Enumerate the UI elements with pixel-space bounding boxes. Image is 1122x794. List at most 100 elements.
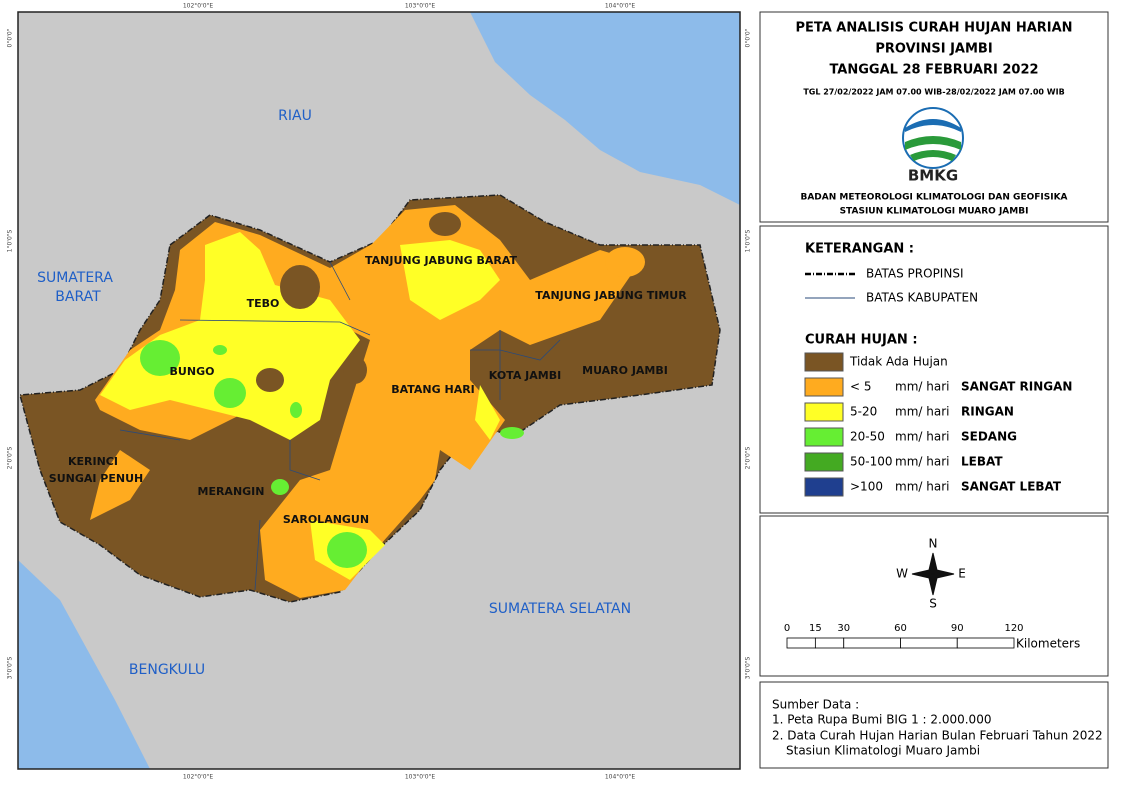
scale-tick-label: 120	[1004, 623, 1023, 634]
latitude-label: 3°0'0"S	[745, 656, 752, 679]
rain-area	[290, 402, 302, 418]
province-label: BARAT	[55, 289, 101, 305]
legend-unit: mm/ hari	[895, 405, 949, 419]
scale-tick-label: 0	[784, 623, 790, 634]
compass	[911, 552, 955, 596]
regency-label: MUARO JAMBI	[582, 364, 668, 377]
rain-area	[213, 345, 227, 355]
province-label: RIAU	[278, 108, 312, 124]
province-label: SUMATERA SELATAN	[489, 601, 631, 617]
scale-segment	[843, 637, 901, 649]
legend-label: 5-20	[850, 405, 877, 419]
scale-tick-label: 90	[951, 623, 964, 634]
legend-label: Tidak Ada Hujan	[849, 355, 948, 369]
legend-heading: KETERANGAN :	[805, 242, 914, 257]
rain-area	[100, 232, 360, 440]
province-label: BENGKULU	[129, 662, 205, 678]
rain-area	[140, 340, 180, 376]
legend-category: SANGAT LEBAT	[961, 480, 1062, 494]
regency-label: BATANG HARI	[391, 383, 475, 396]
latitude-label: 2°0'0"S	[7, 446, 14, 469]
sea	[470, 12, 740, 205]
sources: 1. Peta Rupa Bumi BIG 1 : 2.000.000	[772, 713, 991, 727]
compass-label: E	[958, 567, 966, 581]
coordinates: 102°0'0"E 102°0'0"E 103°0'0"E 103°0'0"E 104°…	[7, 3, 752, 781]
sources-box	[759, 681, 1109, 769]
latitude-label: 0°0'0"	[7, 28, 14, 47]
sea	[18, 560, 150, 769]
title: PETA ANALISIS CURAH HUJAN HARIAN	[795, 21, 1072, 36]
regency-label: SAROLANGUN	[283, 513, 369, 526]
map-area: RIAU SUMATERA SUMATERA SELATAN BENGKULU …	[18, 12, 740, 769]
legend-category: RINGAN	[961, 405, 1014, 419]
legend-items: Tidak Ada Hujan < 5 mm/ hari SANGAT RINGAN 5…	[804, 352, 1072, 497]
regency-label: KERINCI	[68, 455, 118, 468]
rain-area	[343, 356, 367, 384]
logo-text: BMKG	[908, 167, 958, 185]
scale-tick-label: 60	[894, 623, 907, 634]
latitude-label: 1°0'0"S	[7, 229, 14, 252]
compass-box	[759, 515, 1109, 677]
legend-swatch	[804, 352, 844, 372]
legend-swatch	[804, 427, 844, 447]
regency-label: TANJUNG JABUNG TIMUR	[535, 289, 687, 302]
legend-category: SANGAT RINGAN	[961, 380, 1072, 394]
scale-unit: Kilometers	[1016, 637, 1080, 651]
sources: Stasiun Klimatologi Muaro Jambi	[786, 744, 980, 758]
compass-label: N	[929, 537, 938, 551]
scale-segment	[786, 637, 816, 649]
longitude-label: 102°0'0"E	[183, 774, 213, 781]
rain-area	[327, 532, 367, 568]
scale-segment	[956, 637, 1015, 649]
latitude-label: 1°0'0"S	[745, 229, 752, 252]
organization: BADAN METEOROLOGI KLIMATOLOGI DAN GEOFIS…	[800, 193, 1067, 203]
legend-unit: mm/ hari	[895, 430, 949, 444]
compass-label: S	[929, 597, 937, 611]
latitude-label: 2°0'0"S	[745, 446, 752, 469]
legend-unit: mm/ hari	[895, 380, 949, 394]
legend-unit: mm/ hari	[895, 480, 949, 494]
rain-area	[475, 385, 500, 440]
organization: STASIUN KLIMATOLOGI MUARO JAMBI	[840, 207, 1029, 217]
rain-area	[271, 479, 289, 495]
regency-label: KOTA JAMBI	[489, 369, 561, 382]
longitude-label: 103°0'0"E	[405, 774, 435, 781]
regency-label: SUNGAI PENUH	[49, 472, 143, 485]
legend-label: 50-100	[850, 455, 893, 469]
regency-label: TANJUNG JABUNG BARAT	[365, 254, 517, 267]
longitude-label: 102°0'0"E	[183, 3, 213, 10]
latitude-label: 0°0'0"	[745, 28, 752, 47]
legend-category: SEDANG	[961, 430, 1017, 444]
title: PROVINSI JAMBI	[875, 42, 992, 57]
rain-area	[605, 247, 645, 277]
rain-area	[90, 450, 150, 520]
longitude-label: 103°0'0"E	[405, 3, 435, 10]
scale-segment	[814, 637, 845, 649]
scale-tick-label: 15	[809, 623, 822, 634]
regency-label: MERANGIN	[198, 485, 265, 498]
legend-swatch	[804, 377, 844, 397]
compass-label: W	[896, 567, 908, 581]
legend-category: LEBAT	[961, 455, 1003, 469]
regency-label: TEBO	[247, 297, 280, 310]
legend-heading: CURAH HUJAN :	[805, 333, 918, 348]
title: TANGGAL 28 FEBRUARI 2022	[829, 63, 1038, 78]
legend-swatch	[804, 402, 844, 422]
longitude-label: 104°0'0"E	[605, 3, 635, 10]
sources: 2. Data Curah Hujan Harian Bulan Februar…	[772, 729, 1103, 743]
logo	[902, 107, 964, 169]
rain-area	[400, 240, 500, 320]
legend-swatch	[804, 452, 844, 472]
legend-label: BATAS PROPINSI	[866, 267, 963, 281]
legend-label: >100	[850, 480, 883, 494]
legend-label: 20-50	[850, 430, 885, 444]
legend-swatch	[804, 477, 844, 497]
province-label: SUMATERA	[37, 270, 113, 286]
period: TGL 27/02/2022 JAM 07.00 WIB-28/02/2022 …	[803, 88, 1064, 97]
sources: Sumber Data :	[772, 698, 859, 712]
scale-tick-label: 30	[837, 623, 850, 634]
regency-label: BUNGO	[170, 365, 215, 378]
rain-area	[500, 427, 524, 439]
map-frame	[17, 11, 741, 770]
